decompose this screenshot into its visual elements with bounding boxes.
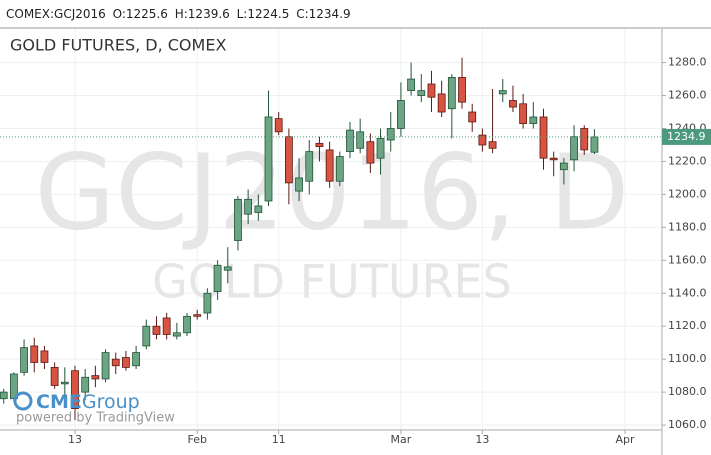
candle-body	[488, 141, 497, 149]
candle-body	[580, 128, 589, 151]
y-tick-label: 1220.0	[668, 154, 707, 167]
ohlc-value: 1234.9	[308, 7, 351, 21]
candle-body	[529, 116, 538, 124]
candle-body	[498, 90, 507, 95]
candle-body	[60, 381, 69, 385]
logo-brand: CME	[36, 391, 82, 413]
candle-body	[468, 111, 477, 123]
ohlc-value: 1225.6	[125, 7, 168, 21]
chart-title: GOLD FUTURES, D, COMEX	[10, 36, 226, 55]
candle-body	[305, 151, 314, 182]
candle-body	[284, 136, 293, 184]
candle-body	[356, 131, 365, 149]
candle-body	[81, 376, 90, 393]
candle-body	[172, 332, 181, 337]
candle-body	[447, 77, 456, 110]
candle-body	[295, 177, 303, 192]
candle-body	[20, 347, 28, 373]
candle-body	[234, 198, 242, 241]
y-tick-label: 1280.0	[668, 56, 707, 69]
candle-body	[570, 136, 578, 161]
candle-body	[315, 142, 324, 148]
candle-body	[193, 314, 202, 317]
logo-icon	[13, 391, 33, 411]
ohlc-value: 1239.6	[187, 7, 230, 21]
powered-by: powered by TradingView	[16, 411, 175, 426]
y-tick-label: 1160.0	[668, 253, 707, 266]
y-tick-label: 1260.0	[668, 89, 707, 102]
candle-body	[437, 93, 446, 113]
candle-body	[152, 325, 161, 335]
y-tick-label: 1180.0	[668, 220, 707, 233]
candle-body	[397, 100, 405, 129]
candle-body	[427, 83, 436, 98]
ohlc-label: C:	[296, 7, 309, 21]
candle-body	[590, 136, 599, 153]
candle-body	[264, 116, 273, 202]
candle-body	[274, 118, 283, 133]
candle-body	[0, 391, 8, 400]
logo: CMEGroup	[36, 391, 140, 413]
logo-suffix: Group	[82, 391, 140, 413]
x-tick-label: Apr	[615, 433, 635, 446]
candle-body	[244, 198, 253, 215]
last-price-tag	[662, 128, 711, 145]
last-price-label: 1234.9	[667, 130, 706, 143]
y-tick-label: 1080.0	[668, 385, 707, 398]
ohlc-label: O:	[112, 7, 126, 21]
ohlc-label: H:	[174, 7, 188, 21]
header: COMEX:GCJ2016 O:1225.6 H:1239.6 L:1224.5…	[0, 0, 711, 28]
candle-body	[71, 370, 79, 409]
x-tick-label: Feb	[187, 433, 206, 446]
candle-body	[346, 129, 354, 152]
candle-body	[376, 137, 385, 159]
candle-body	[539, 116, 548, 159]
candle-body	[325, 149, 334, 182]
candle-body	[366, 141, 375, 164]
candle-body	[254, 205, 263, 213]
y-tick-label: 1120.0	[668, 319, 707, 332]
candle-body	[213, 264, 222, 293]
candle-body	[559, 162, 568, 171]
candle-body	[132, 352, 141, 367]
watermark: GOLD FUTURES	[152, 255, 512, 309]
candle-body	[142, 325, 151, 347]
candle-body	[162, 317, 171, 335]
candle-body	[519, 103, 528, 124]
candle-body	[111, 358, 120, 367]
candle-body	[122, 357, 130, 368]
y-tick-label: 1140.0	[668, 286, 707, 299]
ohlc-value: 1224.5	[247, 7, 290, 21]
candle-body	[203, 292, 212, 314]
candle-body	[509, 100, 517, 108]
candle-body	[386, 128, 395, 141]
x-tick-label: 13	[68, 433, 82, 446]
candle-body	[30, 345, 39, 363]
candle-body	[549, 157, 558, 161]
candle-body	[40, 350, 49, 363]
candle-body	[223, 266, 232, 271]
y-tick-label: 1100.0	[668, 352, 707, 365]
candle-body	[478, 134, 487, 146]
y-tick-label: 1060.0	[668, 418, 707, 431]
symbol: COMEX:GCJ2016	[6, 7, 106, 21]
x-tick-label: Mar	[391, 433, 412, 446]
candle-body	[91, 375, 100, 380]
candle-body	[407, 78, 416, 92]
candle-body	[417, 90, 426, 96]
x-tick-label: 13	[475, 433, 489, 446]
candle-body	[101, 352, 110, 380]
x-tick-label: 11	[272, 433, 286, 446]
y-tick-label: 1200.0	[668, 187, 707, 200]
candle-body	[50, 366, 59, 386]
ohlc-label: L:	[236, 7, 248, 21]
candle-body	[458, 77, 466, 103]
candle-body	[183, 315, 191, 334]
candle-body	[335, 156, 344, 182]
